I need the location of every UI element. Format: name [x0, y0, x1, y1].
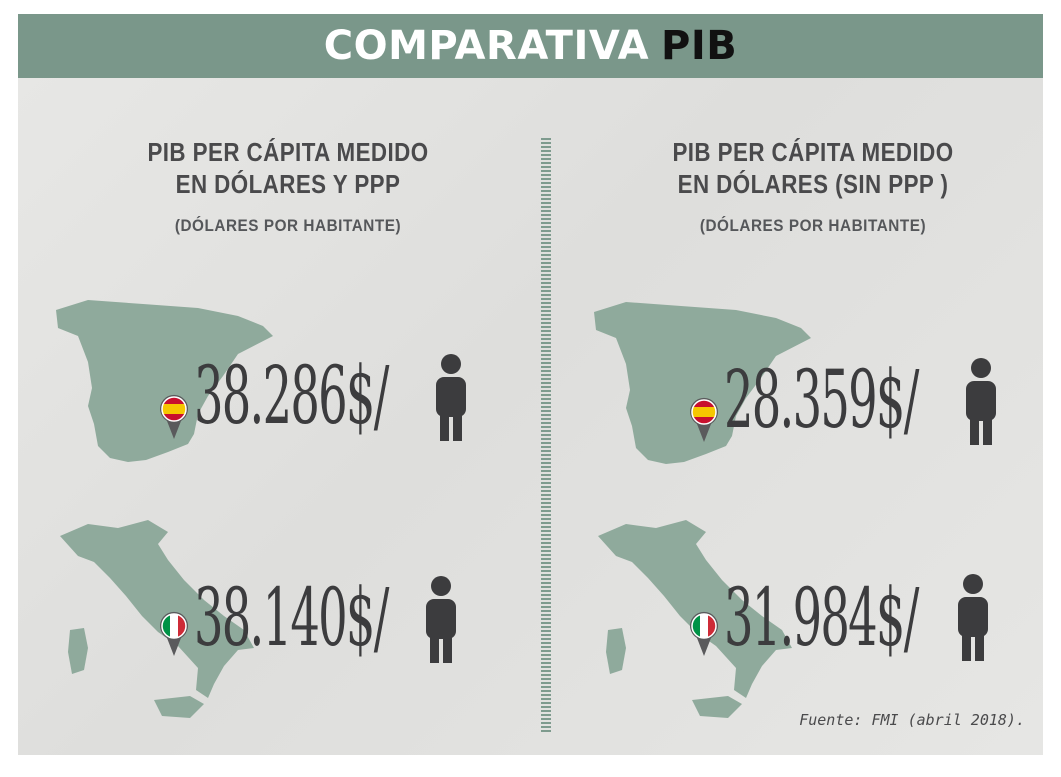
person-icon — [958, 574, 988, 661]
spain-value-ppp: 38.286$/ — [194, 349, 389, 442]
right-title-line2: EN DÓLARES (SIN PPP ) — [677, 169, 949, 199]
right-column-title: PIB PER CÁPITA MEDIDO EN DÓLARES (SIN PP… — [611, 136, 1015, 200]
spain-flag-pin-icon — [160, 394, 188, 439]
right-title-line1: PIB PER CÁPITA MEDIDO — [672, 137, 954, 167]
right-column-subtitle: (DÓLARES POR HABITANTE) — [699, 216, 927, 235]
italy-flag-pin-icon — [160, 611, 188, 656]
spain-map — [594, 302, 811, 464]
title-dark: PIB — [661, 23, 738, 69]
left-title-line1: PIB PER CÁPITA MEDIDO — [147, 137, 429, 167]
person-icon — [426, 576, 456, 663]
person-icon — [966, 358, 996, 445]
left-column-subtitle: (DÓLARES POR HABITANTE) — [174, 216, 402, 235]
page-title: COMPARATIVA PIB — [324, 26, 737, 66]
content-panel: PIB PER CÁPITA MEDIDO EN DÓLARES Y PPP (… — [18, 78, 1043, 755]
italy-value-nominal: 31.984$/ — [724, 571, 919, 664]
left-column-title: PIB PER CÁPITA MEDIDO EN DÓLARES Y PPP — [86, 136, 490, 200]
source-note: Fuente: FMI (abril 2018). — [799, 711, 1025, 729]
column-divider — [541, 138, 551, 733]
italy-flag-pin-icon — [690, 611, 718, 656]
left-title-line2: EN DÓLARES Y PPP — [175, 169, 401, 199]
header-bar: COMPARATIVA PIB — [18, 14, 1043, 78]
spain-map — [56, 300, 273, 462]
italy-value-ppp: 38.140$/ — [194, 571, 389, 664]
person-icon — [436, 354, 466, 441]
italy-map — [60, 520, 254, 718]
spain-value-nominal: 28.359$/ — [724, 353, 919, 446]
italy-map — [598, 520, 792, 718]
title-light: COMPARATIVA — [323, 23, 650, 69]
spain-flag-pin-icon — [690, 397, 718, 442]
